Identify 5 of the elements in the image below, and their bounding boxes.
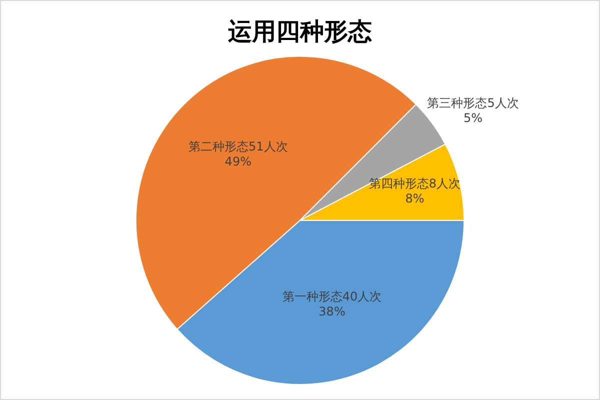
slice-label: 第四种形态8人次 8% [368, 176, 461, 206]
chart-title: 运用四种形态 [227, 18, 372, 46]
slice-label: 第二种形态51人次 49% [188, 139, 288, 168]
slice-label: 第一种形态40人次 38% [282, 289, 382, 318]
slice-label: 第三种形态5人次 5% [427, 96, 519, 126]
